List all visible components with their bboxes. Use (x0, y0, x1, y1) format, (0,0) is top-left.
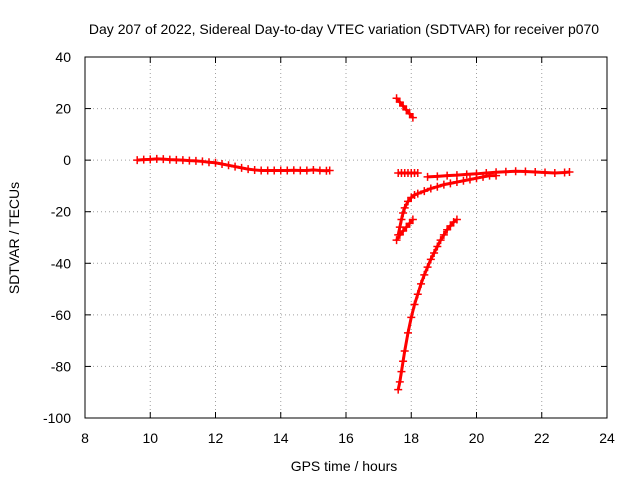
y-axis-label: SDTVAR / TECUs (6, 182, 22, 294)
series-afternoon-flat (423, 167, 574, 181)
y-tick-label: 0 (63, 152, 71, 168)
x-tick-label: 18 (403, 430, 419, 446)
x-tick-label: 12 (208, 430, 224, 446)
x-tick-label: 14 (273, 430, 289, 446)
x-tick-label: 10 (142, 430, 158, 446)
series-trace (396, 174, 497, 236)
x-tick-label: 24 (599, 430, 615, 446)
y-tick-label: -40 (51, 255, 71, 271)
series-positive-arc (392, 94, 417, 122)
data-points (133, 94, 574, 394)
x-tick-label: 20 (469, 430, 485, 446)
x-tick-label: 16 (338, 430, 354, 446)
axis-ticks: 8 10 12 14 16 18 20 22 24 -100 -80 -60 -40 -20 0 20 40 (43, 49, 615, 446)
x-axis-label: GPS time / hours (291, 458, 398, 474)
x-tick-label: 8 (81, 430, 89, 446)
y-tick-label: 20 (55, 101, 71, 117)
series-steep-rise (394, 215, 461, 394)
grid-lines (85, 57, 607, 418)
series-flat-short (394, 169, 422, 178)
series-trace (395, 218, 415, 241)
y-tick-label: -60 (51, 307, 71, 323)
series-trace (137, 157, 330, 173)
x-tick-label: 22 (534, 430, 550, 446)
y-tick-label: -20 (51, 204, 71, 220)
series-trace (427, 169, 570, 179)
series-trace (395, 97, 415, 119)
series-morning-segment (133, 154, 334, 175)
y-tick-label: -80 (51, 358, 71, 374)
series-trace (396, 218, 458, 390)
chart-title: Day 207 of 2022, Sidereal Day-to-day VTE… (89, 21, 599, 37)
plot-frame (84, 56, 608, 419)
y-tick-label: 40 (55, 49, 71, 65)
y-tick-label: -100 (43, 410, 71, 426)
